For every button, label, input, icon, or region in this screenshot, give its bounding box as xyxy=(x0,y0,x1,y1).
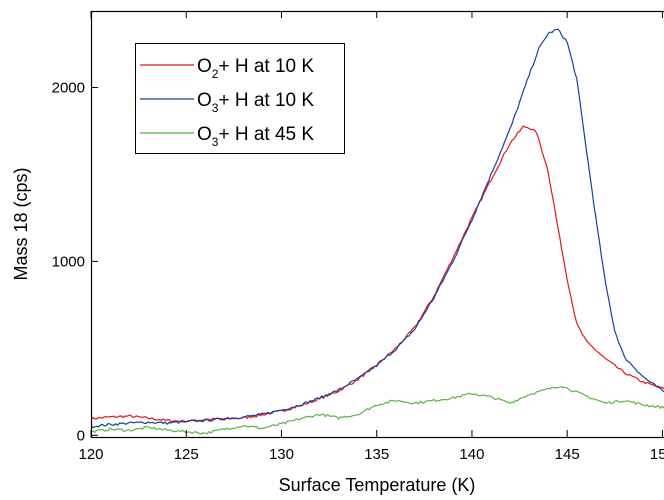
legend-label-1: O2+ H at 10 K xyxy=(197,56,314,81)
x-tick-label: 135 xyxy=(364,446,389,463)
x-axis-ticks: 120 125 130 135 140 145 150 xyxy=(78,11,664,463)
x-tick-label: 130 xyxy=(269,446,294,463)
x-tick-label: 145 xyxy=(555,446,580,463)
y-axis-ticks: 0 1000 2000 xyxy=(52,80,98,444)
series-line-2 xyxy=(91,28,664,429)
legend-items: O2+ H at 10 K O3+ H at 10 K O3+ H at 45 K xyxy=(140,56,314,149)
x-tick-label: 125 xyxy=(174,446,199,463)
x-tick-label: 150 xyxy=(650,446,664,463)
series-line-3 xyxy=(91,386,664,435)
legend-label-3: O3+ H at 45 K xyxy=(197,124,314,149)
x-tick-label: 140 xyxy=(459,446,484,463)
y-tick-label: 0 xyxy=(77,427,85,444)
x-tick-label: 120 xyxy=(78,446,103,463)
legend: O2+ H at 10 K O3+ H at 10 K O3+ H at 45 K xyxy=(135,43,345,154)
x-axis-title: Surface Temperature (K) xyxy=(279,475,476,495)
plot-lines xyxy=(91,28,664,435)
y-tick-label: 2000 xyxy=(52,80,85,97)
legend-label-2: O3+ H at 10 K xyxy=(197,90,314,115)
plot-frame xyxy=(90,10,664,439)
y-axis-title: Mass 18 (cps) xyxy=(11,167,31,280)
y-tick-label: 1000 xyxy=(52,253,85,270)
